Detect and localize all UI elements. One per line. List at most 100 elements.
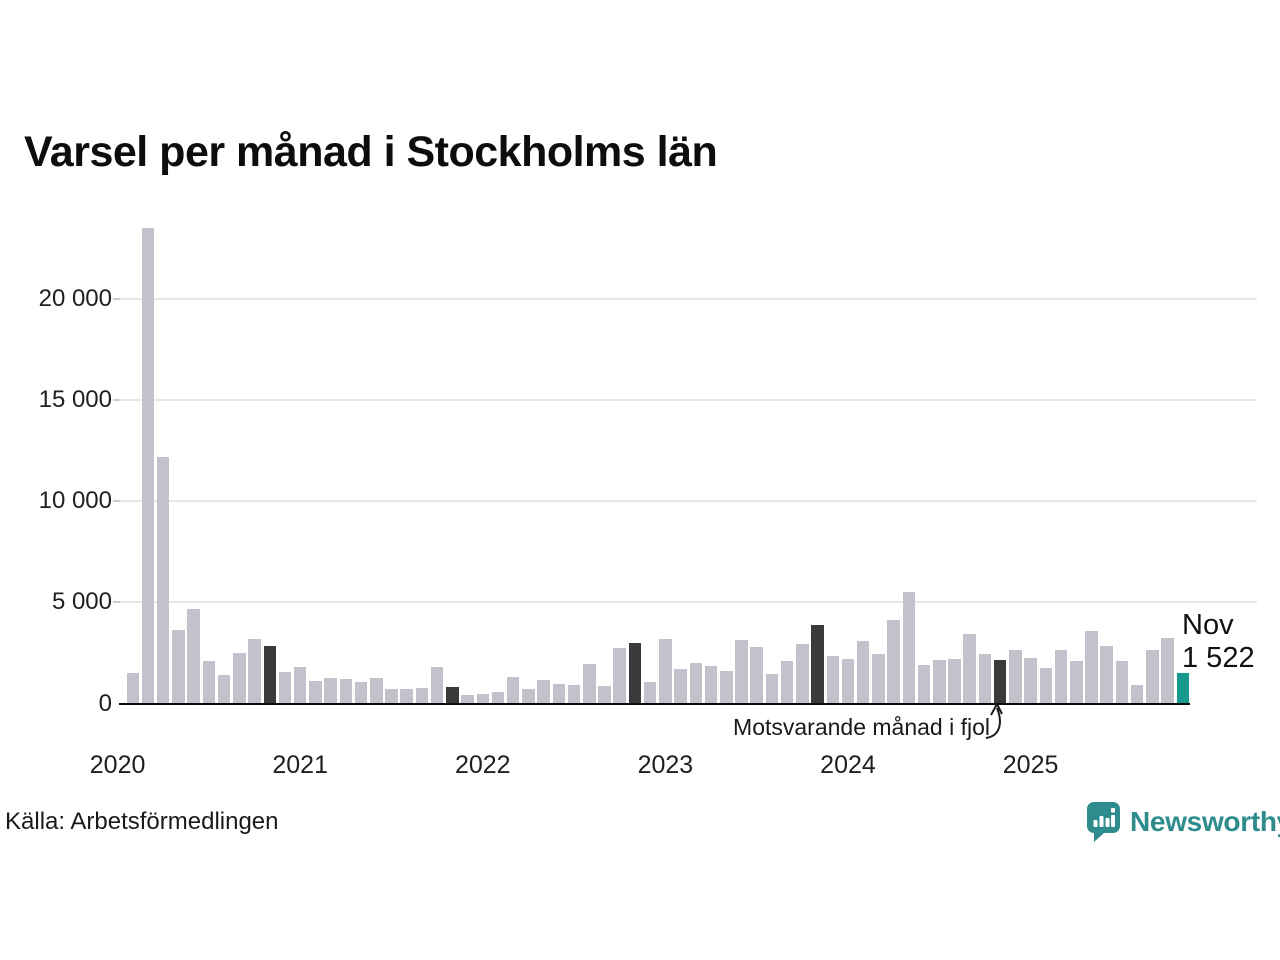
y-tick-mark-10000 (113, 500, 120, 503)
bar-2021-10 (430, 666, 444, 704)
bar-2023-10 (796, 644, 809, 704)
bar-2023-04 (704, 665, 718, 704)
bar-2025-07 (1115, 660, 1129, 704)
bar-2021-09 (415, 687, 429, 704)
bar-2025-08 (1130, 685, 1144, 704)
bar-2020-08 (217, 675, 231, 704)
bar-2025-11 (1176, 672, 1190, 704)
bar-2021-01 (293, 666, 307, 704)
source-label: Källa: Arbetsförmedlingen (5, 808, 279, 835)
bar-2023-06 (735, 640, 748, 704)
bar-2021-11 (446, 686, 459, 704)
bar-2025-02 (1039, 667, 1053, 704)
y-tick-label-15000: 15 000 (38, 386, 112, 414)
bar-2024-02 (856, 641, 870, 704)
bar-2020-06 (187, 608, 200, 704)
bar-2021-08 (400, 688, 413, 704)
x-tick-label-2021: 2021 (272, 751, 328, 779)
bar-2020-05 (172, 629, 185, 704)
y-tick-mark-15000 (113, 399, 120, 402)
bar-2024-04 (887, 620, 900, 704)
bar-2022-12 (643, 681, 657, 704)
bar-2025-04 (1070, 660, 1083, 704)
bar-2020-03 (141, 227, 155, 704)
y-tick-label-20000: 20 000 (38, 285, 112, 313)
annotation-compare-label: Motsvarande månad i fjol (640, 714, 990, 741)
bar-2025-05 (1085, 631, 1098, 704)
branding: Newsworthy (1086, 801, 1280, 842)
current-value-label: Nov 1 522 (1182, 609, 1255, 675)
bar-2023-08 (765, 673, 779, 704)
bar-2024-10 (978, 654, 992, 704)
current-value-number: 1 522 (1182, 642, 1255, 674)
x-tick-label-2020: 2020 (89, 751, 146, 779)
chart-title: Varsel per månad i Stockholms län (24, 128, 718, 176)
bar-2024-08 (948, 659, 961, 704)
bar-2022-03 (506, 677, 520, 704)
x-tick-label-2023: 2023 (637, 751, 694, 779)
bar-2024-12 (1009, 650, 1022, 704)
bar-2023-02 (674, 669, 687, 704)
x-axis-line (119, 702, 1190, 705)
bar-2020-02 (126, 673, 140, 704)
bar-2021-07 (385, 688, 398, 704)
bar-2022-07 (567, 684, 581, 704)
bar-2021-03 (324, 677, 337, 704)
bar-2020-07 (202, 660, 216, 704)
x-tick-label-2025: 2025 (1002, 751, 1059, 779)
bar-2024-11 (993, 660, 1007, 704)
bar-2024-07 (933, 659, 946, 704)
bar-2025-06 (1100, 645, 1113, 704)
bar-2024-03 (872, 653, 885, 704)
bar-2022-09 (598, 685, 611, 704)
newsworthy-logo-icon (1087, 802, 1120, 842)
bar-2025-03 (1054, 649, 1068, 704)
bar-2020-09 (233, 653, 246, 704)
y-tick-mark-20000 (113, 298, 120, 301)
bar-2020-04 (156, 456, 170, 704)
bar-2022-08 (583, 664, 596, 704)
bar-2021-05 (354, 682, 368, 704)
gridline-15000 (119, 399, 1257, 402)
bar-2025-01 (1024, 658, 1037, 704)
bar-2022-02 (491, 691, 505, 704)
bar-2022-10 (613, 648, 626, 704)
y-tick-label-0: 0 (98, 689, 112, 717)
newsworthy-logo-text: Newsworthy (1130, 805, 1280, 837)
bar-2024-01 (841, 658, 855, 704)
bar-2020-12 (278, 671, 292, 704)
annotation-compare-text: Motsvarande månad i fjol (733, 714, 990, 740)
gridline-10000 (119, 500, 1257, 503)
bar-2021-04 (339, 679, 353, 704)
gridline-20000 (119, 298, 1257, 301)
bar-2020-10 (248, 639, 261, 704)
bar-2022-01 (476, 693, 490, 704)
gridline-5000 (119, 601, 1257, 604)
bar-2025-09 (1146, 649, 1159, 704)
x-tick-label-2024: 2024 (820, 751, 876, 779)
bar-2022-04 (522, 689, 535, 704)
y-tick-label-5000: 5 000 (51, 588, 112, 616)
bar-2023-09 (780, 660, 794, 704)
y-tick-mark-5000 (113, 601, 120, 604)
bar-2023-05 (720, 670, 733, 704)
bar-2024-09 (963, 634, 976, 704)
bar-2023-12 (826, 656, 840, 704)
bar-2022-11 (628, 643, 642, 704)
bar-2023-07 (750, 647, 763, 704)
bar-2021-02 (309, 681, 322, 704)
bar-2024-06 (917, 664, 931, 704)
bar-2020-11 (263, 645, 277, 704)
bar-2021-06 (370, 677, 383, 704)
bar-2023-11 (811, 625, 824, 704)
bar-2023-01 (659, 639, 672, 704)
bar-2025-10 (1161, 638, 1174, 704)
bar-2022-06 (552, 683, 566, 704)
x-tick-label-2022: 2022 (454, 751, 511, 779)
annotation-arrow-icon (985, 701, 1003, 739)
bar-2023-03 (689, 662, 703, 704)
bar-2021-12 (461, 695, 474, 704)
bar-2024-05 (902, 592, 916, 704)
current-value-month: Nov (1182, 609, 1234, 641)
